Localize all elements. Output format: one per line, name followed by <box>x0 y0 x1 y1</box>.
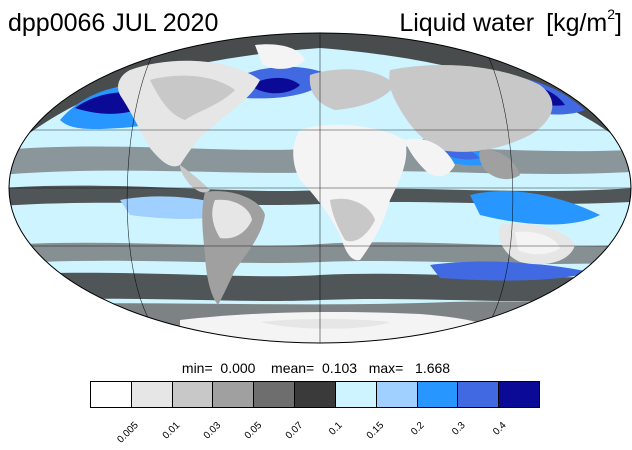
max-value: 1.668 <box>415 360 451 376</box>
units-suffix: ] <box>615 9 622 37</box>
south-america-highlight <box>212 199 252 239</box>
map-title: dpp0066 JUL 2020 <box>8 9 219 37</box>
arabia-india <box>405 138 455 177</box>
south-subtropic-stripe <box>9 242 631 264</box>
colorbar-swatch <box>172 382 214 407</box>
colorbar-swatch <box>131 382 173 407</box>
north-america-shading <box>150 75 235 120</box>
mean-label: mean= <box>271 360 315 376</box>
min-label: min= <box>181 360 213 376</box>
max-label: max= <box>368 360 404 376</box>
colorbar-swatch <box>91 382 132 407</box>
min-value: 0.000 <box>220 360 256 376</box>
africa <box>293 124 407 261</box>
colorbar <box>90 381 540 408</box>
map-field <box>9 33 631 343</box>
colorbar-swatch <box>499 382 539 407</box>
globe-outline <box>8 32 632 344</box>
southern-ocean-band <box>9 272 631 302</box>
west-pacific-cloud <box>470 191 600 225</box>
mean-value: 0.103 <box>322 360 358 376</box>
colorbar-swatch <box>376 382 418 407</box>
field-statistics: min= 0.000 mean= 0.103 max= 1.668 <box>0 360 632 376</box>
arctic-cloud-band <box>9 33 631 150</box>
colorbar-swatch <box>213 382 255 407</box>
central-america <box>180 165 210 193</box>
colorbar-swatch <box>295 382 336 407</box>
graticule-meridian-west <box>126 35 165 341</box>
southeast-asia <box>479 149 520 180</box>
colorbar-swatch <box>254 382 296 407</box>
units-exponent: 2 <box>607 6 616 22</box>
greenland <box>255 44 305 69</box>
graticule <box>9 33 631 343</box>
antarctica-shading <box>260 319 390 329</box>
southern-ocean-blue <box>430 261 590 281</box>
colorbar-swatch <box>335 382 377 407</box>
australia-shading <box>515 231 560 255</box>
north-atlantic-cloud-dense <box>250 77 300 94</box>
units-prefix: [kg/m <box>546 9 608 37</box>
africa-shading <box>330 198 375 242</box>
variable-title: Liquid water [kg/m2] <box>399 6 622 38</box>
colorbar-swatch <box>458 382 500 407</box>
graticule-meridian-east <box>475 35 514 341</box>
europe <box>309 69 395 110</box>
variable-name: Liquid water <box>399 9 535 37</box>
colorbar-swatch <box>417 382 459 407</box>
